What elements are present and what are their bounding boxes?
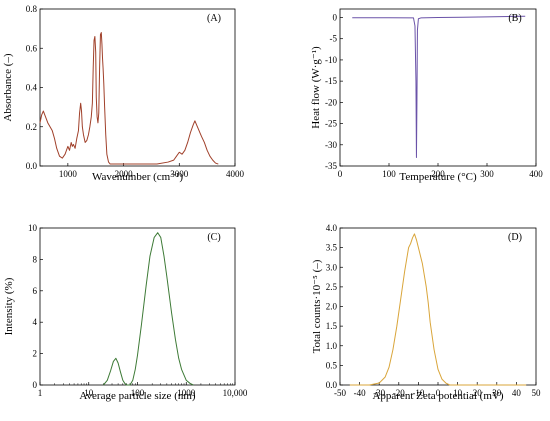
panel-d-xtick-label: -10 xyxy=(412,388,424,398)
panel-c-xtick-label: 1 xyxy=(38,388,43,398)
panel-a-series-line xyxy=(39,32,219,165)
panel-a-frame xyxy=(39,8,236,167)
panel-a-ytick-label: 0.4 xyxy=(26,83,38,93)
panel-a-ytick-label: 0.0 xyxy=(26,161,38,171)
panel-a-xtick-label: 4000 xyxy=(226,169,245,179)
panel-c-xtick-label: 100 xyxy=(131,388,145,398)
panel-a-tag: (A) xyxy=(207,13,221,24)
panel-b-xlabel: Temperature (°C) xyxy=(399,171,477,183)
panel-b-ytick-label: -20 xyxy=(325,97,337,107)
panel-a-xtick-label: 3000 xyxy=(170,169,189,179)
panel-a-xlabel: Wavenumber (cm⁻¹) xyxy=(92,171,183,183)
panel-d-xlabel: Apparent Zeta potential (mV) xyxy=(372,390,503,402)
panel-b-xtick-label: 0 xyxy=(338,169,343,179)
panel-c-xtick-label: 10 xyxy=(84,388,94,398)
panel-b: 0 100 200 300 400 0 -5 -10 -15 -20 -25 -30 -35 (B) Tem… xyxy=(310,8,543,183)
panel-b-ytick-label: -25 xyxy=(325,119,337,129)
panel-d-xtick-label: -20 xyxy=(393,388,405,398)
panel-b-frame xyxy=(339,8,537,167)
panel-b-xtick-label: 200 xyxy=(431,169,445,179)
panel-c-frame xyxy=(39,227,236,386)
panel-c-xtick-label: 1000 xyxy=(177,388,196,398)
panel-a-xtick-label: 2000 xyxy=(115,169,134,179)
panel-a-ytick-label: 0.8 xyxy=(26,4,38,14)
panel-b-ytick-label: -35 xyxy=(325,161,337,171)
panel-a-ytick-label: 0.2 xyxy=(26,122,37,132)
panel-b-xtick-label: 400 xyxy=(529,169,543,179)
panel-c-xtick-label: 10,000 xyxy=(223,388,248,398)
panel-d-ytick-label: 4.0 xyxy=(326,223,338,233)
panel-a: 1000 2000 3000 4000 0.0 0.2 0.4 0.6 0.8 (A) Wavenu… xyxy=(2,4,245,183)
panel-d-ytick-label: 3.5 xyxy=(326,243,338,253)
panel-d-xtick-label: 50 xyxy=(532,388,542,398)
panel-c-ytick-label: 8 xyxy=(33,254,38,264)
panel-d-ytick-label: 3.0 xyxy=(326,262,338,272)
panel-d-xtick-label: 20 xyxy=(473,388,483,398)
panel-a-ylabel: Absorbance (–) xyxy=(2,53,14,121)
panel-c-ylabel: Intensity (%) xyxy=(3,277,15,335)
panel-d-xtick-label: -30 xyxy=(373,388,385,398)
panel-c-ytick-label: 4 xyxy=(33,317,38,327)
panel-d-ytick-label: 1.0 xyxy=(326,341,338,351)
panel-d-xtick-label: 40 xyxy=(512,388,522,398)
panel-b-ytick-label: -30 xyxy=(325,140,337,150)
panel-c-ytick-label: 2 xyxy=(33,349,38,359)
panel-d-ytick-label: 2.0 xyxy=(326,302,338,312)
panel-b-ytick-label: -5 xyxy=(330,34,338,44)
panel-b-series-line xyxy=(352,15,526,159)
panel-d-xtick-label: 30 xyxy=(492,388,502,398)
panel-d-ytick-label: 0.0 xyxy=(326,380,338,390)
panel-d-ylabel: Total counts·10⁻⁵ (–) xyxy=(311,259,323,353)
panel-c-series-line xyxy=(103,232,194,386)
panel-c-tag: (C) xyxy=(207,232,220,243)
panel-b-ylabel: Heat flow (W·g⁻¹) xyxy=(310,46,322,129)
panel-d-xtick-label: 0 xyxy=(436,388,441,398)
panel-a-xtick-label: 1000 xyxy=(59,169,78,179)
panel-d-xtick-label: -40 xyxy=(354,388,366,398)
panel-b-xtick-label: 100 xyxy=(382,169,396,179)
panel-d-ytick-label: 1.5 xyxy=(326,321,338,331)
panel-d-series-line xyxy=(349,233,527,386)
panel-c: 1 10 100 1000 10,000 0 2 4 6 8 10 (C) Average partic… xyxy=(3,223,248,402)
panel-d-frame xyxy=(339,227,537,386)
panel-d-xtick-label: 10 xyxy=(453,388,463,398)
panel-d-ytick-label: 2.5 xyxy=(326,282,338,292)
panel-b-xtick-label: 300 xyxy=(480,169,494,179)
panel-b-tag: (B) xyxy=(508,13,521,24)
panel-b-ytick-label: -10 xyxy=(325,55,337,65)
panel-d: -50 -40 -30 -20 -10 0 10 20 30 40 50 0.0 0.5 1.0 1.5 2.… xyxy=(311,223,541,402)
panel-c-ytick-label: 6 xyxy=(33,286,38,296)
panel-d-tag: (D) xyxy=(508,232,522,243)
panel-c-ytick-label: 10 xyxy=(28,223,38,233)
panel-a-ytick-label: 0.6 xyxy=(26,43,38,53)
panel-d-ytick-label: 0.5 xyxy=(326,360,338,370)
panel-d-xtick-label: -50 xyxy=(334,388,346,398)
panel-b-ytick-label: -15 xyxy=(325,76,337,86)
panel-b-ytick-label: 0 xyxy=(333,12,338,22)
panel-c-ytick-label: 0 xyxy=(33,380,38,390)
panel-c-xlabel: Average particle size (nm) xyxy=(79,390,195,402)
